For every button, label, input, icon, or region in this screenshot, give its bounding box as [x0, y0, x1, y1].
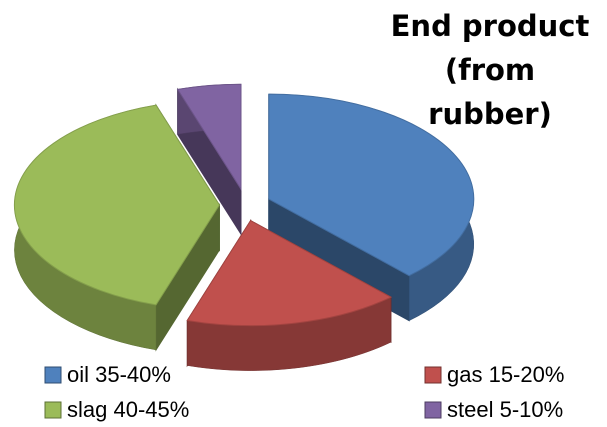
legend-swatch — [44, 401, 62, 419]
legend-label: gas 15-20% — [447, 362, 564, 387]
slice — [13, 104, 220, 306]
legend-label: slag 40-45% — [67, 397, 189, 422]
legend-swatch — [44, 366, 62, 384]
legend-swatch — [424, 366, 442, 384]
slice — [268, 93, 475, 277]
legend-label: steel 5-10% — [447, 397, 563, 422]
slice — [176, 83, 242, 191]
legend-swatch — [424, 401, 442, 419]
chart-title: End product (from rubber) — [390, 9, 590, 131]
legend-label: oil 35-40% — [67, 362, 171, 387]
slice — [186, 219, 393, 327]
